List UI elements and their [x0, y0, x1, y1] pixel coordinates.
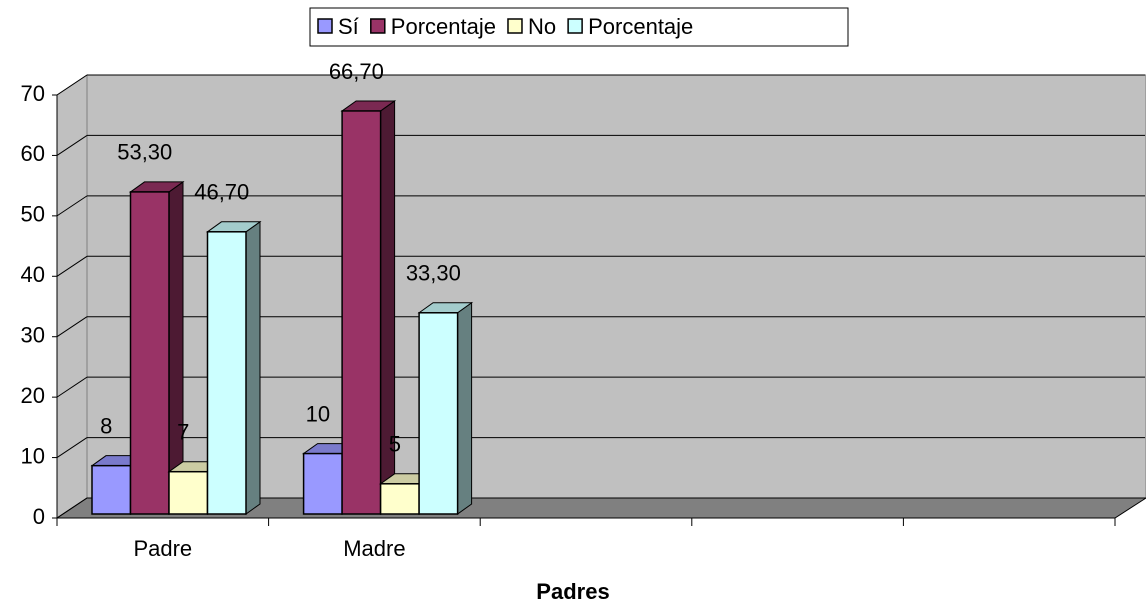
bar: [302, 452, 343, 515]
y-tick-label: 20: [21, 383, 45, 408]
grid-line: [56, 437, 88, 458]
grid-line: [56, 497, 88, 519]
data-label: 46,70: [194, 180, 249, 205]
grid-line: [56, 195, 88, 217]
y-tick-label: 30: [21, 323, 45, 348]
legend-label: Porcentaje: [391, 14, 496, 39]
bar-side: [457, 301, 473, 515]
bar: [168, 470, 209, 515]
data-label: 5: [389, 432, 401, 457]
legend-label: Sí: [338, 14, 359, 39]
x-tick-label: Padre: [133, 536, 192, 561]
data-label: 66,70: [329, 59, 384, 84]
side-wall: [56, 74, 88, 519]
bar: [418, 312, 459, 515]
bar: [129, 191, 170, 515]
legend-label: No: [528, 14, 556, 39]
legend-swatch: [317, 18, 333, 34]
data-label: 10: [306, 401, 330, 426]
data-label: 33,30: [406, 261, 461, 286]
y-tick-label: 70: [21, 81, 45, 106]
x-tick-label: Madre: [343, 536, 405, 561]
grid-line: [56, 316, 88, 338]
y-tick-label: 50: [21, 202, 45, 227]
data-label: 8: [100, 413, 112, 438]
bar: [379, 483, 420, 515]
bar: [341, 110, 382, 515]
bar-side: [245, 220, 261, 515]
y-tick-label: 10: [21, 443, 45, 468]
bar: [91, 464, 132, 515]
data-label: 7: [177, 420, 189, 445]
y-tick-label: 60: [21, 141, 45, 166]
legend-label: Porcentaje: [588, 14, 693, 39]
grid-line: [56, 376, 88, 398]
legend-swatch: [567, 18, 583, 34]
x-axis-title: Padres: [536, 579, 609, 604]
y-tick-label: 0: [33, 504, 45, 529]
data-label: 53,30: [117, 140, 172, 165]
legend-swatch: [507, 18, 523, 34]
grid-line: [56, 135, 88, 156]
bar: [206, 231, 247, 515]
legend-swatch: [370, 18, 386, 34]
y-tick-label: 40: [21, 262, 45, 287]
grid-line: [56, 255, 88, 277]
grid-line: [56, 74, 88, 96]
